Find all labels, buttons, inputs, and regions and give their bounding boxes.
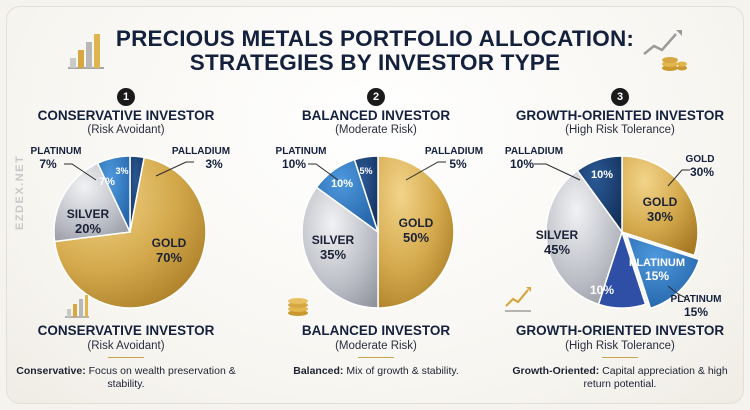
pie-chart-growth: GOLD30%PLATINUM15%10%SILVER45%10%GOLD30%…	[505, 146, 722, 319]
page-title-line2: STRATEGIES BY INVESTOR TYPE	[189, 50, 561, 75]
slice-value-palladium: 3%	[115, 166, 128, 176]
coin-stack-icon	[288, 298, 308, 316]
slice-platinum	[625, 234, 701, 310]
pie-chart-balanced: GOLD50%SILVER35%10%5%PLATINUM10%PALLADIU…	[276, 146, 483, 309]
callout-platinum: PLATINUM	[31, 146, 82, 157]
callout-palladium-value: 5%	[449, 157, 467, 171]
panel-number: 2	[367, 88, 385, 106]
panel-bottom-subtitle: (Risk Avoidant)	[87, 340, 165, 352]
panel-subtitle: (Risk Avoidant)	[87, 124, 165, 136]
panel-bottom-subtitle: (High Risk Tolerance)	[565, 340, 675, 352]
slice-label-gold: GOLD	[643, 195, 678, 209]
slice-label-gold: GOLD	[399, 216, 434, 230]
slice-value-gold: 50%	[403, 230, 429, 245]
callout-palladium: PALLADIUM	[425, 146, 483, 157]
callout-line-platinum	[667, 285, 687, 299]
slice-value-silver: 35%	[320, 247, 346, 262]
slice-value-silver: 20%	[75, 221, 101, 236]
panel-description: Growth-Oriented: Capital appreciation & …	[512, 365, 728, 390]
growth-coins-icon	[643, 30, 687, 71]
divider	[602, 357, 638, 358]
slice-label-silver: SILVER	[67, 207, 110, 221]
slice-label-platinum: PLATINUM	[629, 257, 685, 269]
callout-palladium-value: 3%	[205, 157, 223, 171]
divider	[108, 357, 144, 358]
slice-silver	[545, 169, 623, 306]
divider	[358, 357, 394, 358]
panel-title: BALANCED INVESTOR	[301, 108, 451, 123]
slice-label-gold: GOLD	[152, 236, 187, 250]
slice-value-palladium: 5%	[359, 166, 372, 176]
panel-conservative: 1 CONSERVATIVE INVESTOR (Risk Avoidant) …	[6, 84, 246, 404]
callout-palladium: PALLADIUM	[172, 146, 230, 157]
callout-platinum-value: 7%	[39, 157, 57, 171]
slice-palladium	[576, 155, 623, 235]
panel-number: 3	[611, 88, 629, 106]
slice-value-silver: 45%	[544, 242, 570, 257]
panel-balanced: 2 BALANCED INVESTOR (Moderate Risk) GOLD…	[256, 84, 496, 404]
panel-description: Conservative: Focus on wealth preservati…	[16, 365, 236, 390]
panel-growth: 3 GROWTH-ORIENTED INVESTOR (High Risk To…	[500, 84, 740, 404]
bar-chart-icon	[68, 34, 104, 69]
slice-value-platinum: 15%	[645, 269, 669, 283]
slice-value-platinum: 7%	[99, 176, 115, 188]
panel-title: GROWTH-ORIENTED INVESTOR	[515, 108, 725, 123]
panel-bottom-title: BALANCED INVESTOR	[301, 323, 451, 338]
panel-bottom-subtitle: (Moderate Risk)	[335, 340, 417, 352]
panel-description: Balanced: Mix of growth & stability.	[293, 365, 459, 377]
slice-value-gold: 30%	[647, 209, 673, 224]
slice-platinum	[96, 155, 131, 233]
callout-gold-value: 30%	[690, 165, 714, 179]
slice-palladium	[353, 155, 379, 233]
slice-value-palladium: 10%	[591, 169, 613, 181]
growth-chart-icon	[505, 287, 531, 312]
slice-silver	[301, 186, 379, 309]
slice-value-platinum: 10%	[331, 178, 353, 190]
bar-chart-icon	[65, 295, 89, 318]
callout-line-palladium	[155, 161, 194, 177]
callout-line-gold	[667, 169, 690, 187]
page-title-line1: PRECIOUS METALS PORTFOLIO ALLOCATION:	[115, 26, 635, 51]
callout-line-palladium	[405, 161, 446, 181]
panel-number: 1	[117, 88, 135, 106]
panel-subtitle: (Moderate Risk)	[335, 124, 417, 136]
callout-platinum-value: 10%	[282, 157, 306, 171]
slice-gold	[621, 155, 699, 257]
slice-silver	[53, 162, 132, 243]
slice-gold	[377, 155, 455, 309]
callout-palladium: PALLADIUM	[505, 146, 563, 157]
callout-line-platinum	[308, 163, 339, 181]
panel-bottom-title: GROWTH-ORIENTED INVESTOR	[515, 323, 725, 338]
slice-value-blue: 10%	[590, 283, 614, 297]
pie-chart-conservative: GOLD70%SILVER20%7%3%PLATINUM7%PALLADIUM3…	[31, 146, 230, 309]
callout-line-palladium	[534, 163, 581, 181]
callout-platinum: PLATINUM	[671, 294, 722, 305]
slice-value-gold: 70%	[156, 250, 182, 265]
panel-subtitle: (High Risk Tolerance)	[565, 124, 675, 136]
slice-label-silver: SILVER	[536, 228, 579, 242]
panel-title: CONSERVATIVE INVESTOR	[37, 108, 215, 123]
panel-bottom-title: CONSERVATIVE INVESTOR	[37, 323, 215, 338]
callout-platinum-value: 15%	[684, 305, 708, 319]
callout-platinum: PLATINUM	[276, 146, 327, 157]
callout-gold: GOLD	[686, 154, 715, 165]
callout-line-platinum	[64, 163, 97, 181]
callout-palladium-value: 10%	[510, 157, 534, 171]
slice-label-silver: SILVER	[312, 233, 355, 247]
